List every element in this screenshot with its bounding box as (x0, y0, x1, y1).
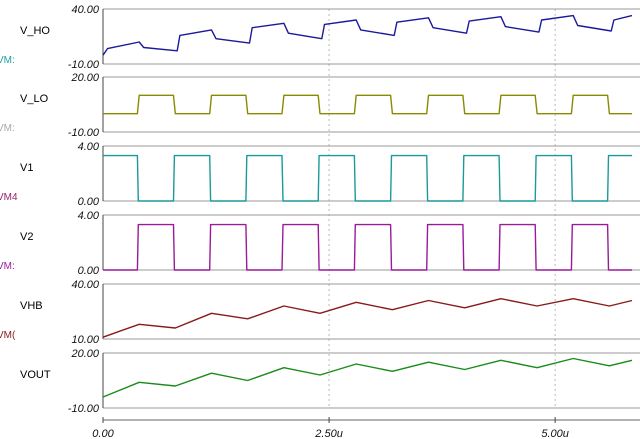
series-line-vout (102, 357, 633, 398)
y-tick-label-bottom-1: -10.00 (68, 127, 100, 139)
series-label-v1: V1 (20, 162, 33, 174)
y-tick-label-bottom-0: -10.00 (68, 59, 100, 71)
y-tick-label-top-2: 4.00 (78, 141, 100, 153)
meter-label-3: VM: (0, 261, 15, 272)
meter-label-2: VM4 (0, 192, 18, 203)
y-tick-label-top-0: 40.00 (71, 4, 99, 16)
y-tick-label-bottom-5: -10.00 (68, 403, 100, 415)
series-label-v-lo: V_LO (20, 93, 49, 105)
x-tick-label-2: 5.00u (541, 428, 569, 439)
x-tick-label-1: 2.50u (314, 428, 343, 439)
y-tick-label-top-3: 4.00 (78, 210, 100, 222)
y-tick-label-top-1: 20.00 (70, 72, 99, 84)
y-tick-label-top-4: 40.00 (71, 279, 99, 291)
series-line-v-lo (103, 94, 632, 115)
y-tick-label-bottom-4: 10.00 (71, 334, 99, 346)
meter-label-4: VM( (0, 330, 16, 341)
series-label-vhb: VHB (20, 300, 43, 312)
y-tick-label-bottom-2: 0.00 (78, 196, 100, 208)
series-label-vout: VOUT (20, 369, 51, 381)
series-line-v-ho (102, 14, 633, 56)
y-tick-label-top-5: 20.00 (70, 348, 99, 360)
x-tick-label-0: 0.00 (92, 428, 114, 439)
series-label-v-ho: V_HO (20, 25, 50, 37)
series-line-vhb (102, 298, 633, 338)
series-line-v1 (103, 154, 632, 202)
series-label-v2: V2 (20, 231, 33, 243)
meter-label-1: VM: (0, 123, 15, 134)
y-tick-label-bottom-3: 0.00 (78, 265, 100, 277)
series-line-v2 (103, 223, 632, 271)
meter-label-0: VM: (0, 55, 15, 66)
